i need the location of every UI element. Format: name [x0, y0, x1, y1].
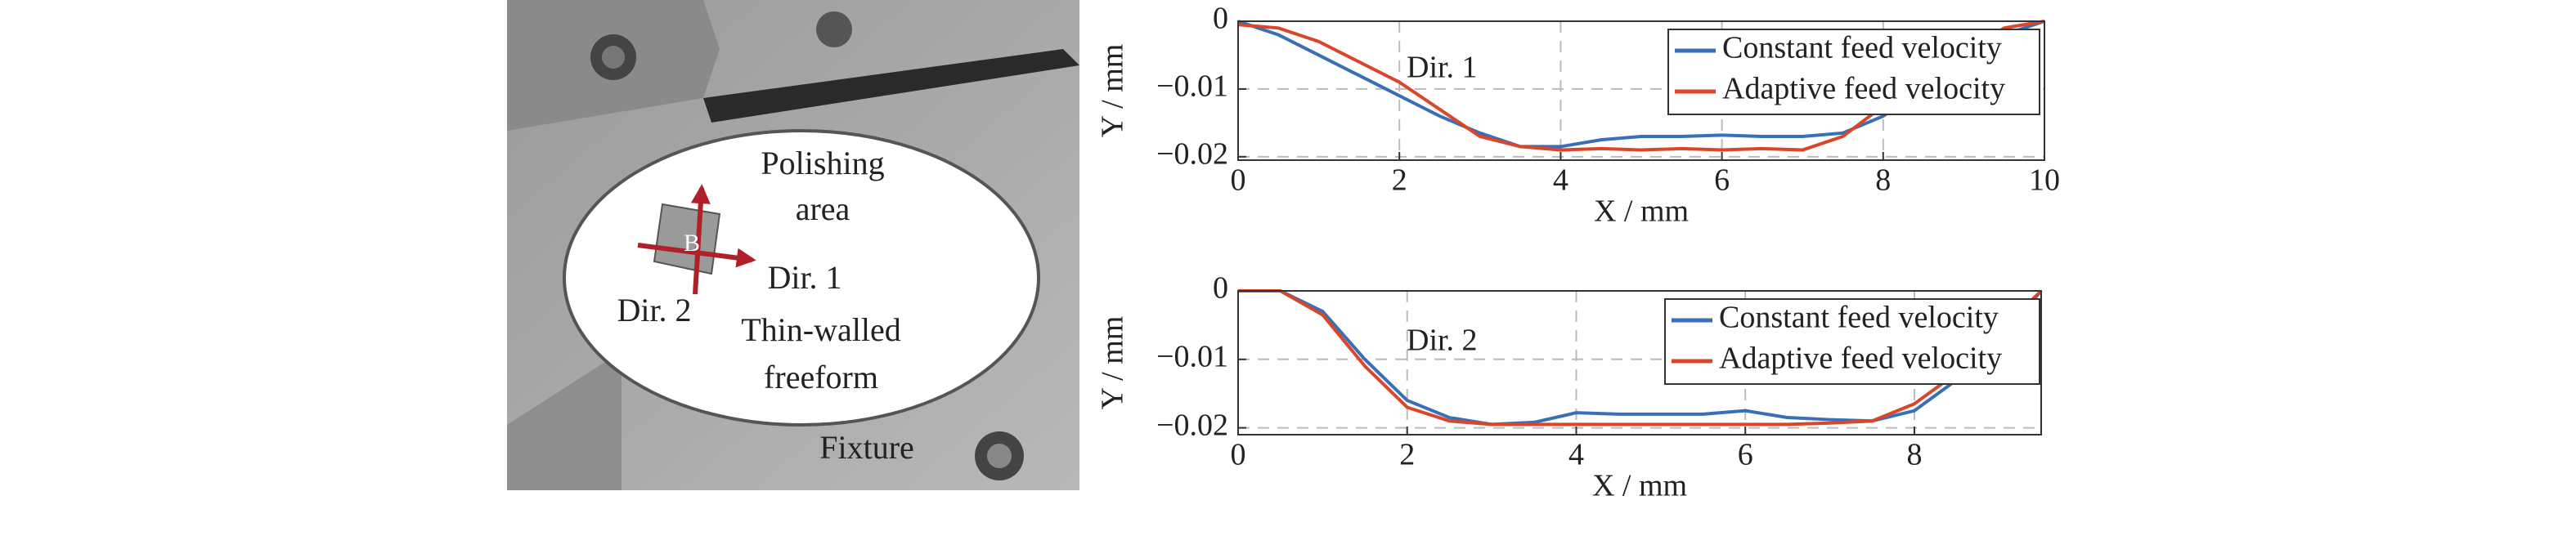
ill-label: area: [796, 190, 850, 227]
bolt: [602, 46, 625, 69]
x-tick-label: 10: [2029, 163, 2060, 198]
x-tick-label: 6: [1738, 438, 1753, 472]
legend-label: Adaptive feed velocity: [1722, 72, 2005, 106]
plot-frame: [1237, 290, 2042, 436]
x-tick-label: 4: [1568, 438, 1584, 472]
chart: −0.02 −0.01 0 0 2 4 6 8 10 X / mm Y / mm Dir. 1 Cons…: [1096, 2, 2060, 229]
annotation: Dir. 1: [1407, 51, 1478, 85]
x-tick-label: 2: [1392, 163, 1407, 198]
bolt: [987, 444, 1012, 468]
legend-box: [1664, 298, 2040, 385]
plot-frame: [1237, 20, 2045, 161]
x-tick-label: 0: [1231, 438, 1246, 472]
x-tick-label: 6: [1714, 163, 1730, 198]
ill-label: Thin-walled: [741, 311, 901, 348]
illustration: Polishing area Dir. 1 Dir. 2 Thin-walled…: [507, 0, 1079, 490]
series-line: [1238, 289, 2043, 427]
ill-label: freeform: [764, 359, 878, 395]
annotation: Dir. 2: [1407, 324, 1478, 358]
legend-label: Constant feed velocity: [1719, 301, 1999, 335]
x-tick-label: 4: [1553, 163, 1568, 198]
x-tick-label: 0: [1231, 163, 1246, 198]
y-tick-label: −0.02: [1156, 137, 1228, 172]
x-tick-label: 2: [1399, 438, 1415, 472]
ill-label: Dir. 2: [617, 292, 691, 328]
legend-label: Constant feed velocity: [1722, 31, 2002, 65]
ill-label: Dir. 1: [767, 259, 841, 296]
y-tick-label: −0.01: [1156, 340, 1228, 374]
slot-shadow: [703, 49, 1079, 123]
y-tick-label: 0: [1213, 2, 1228, 36]
legend-box: [1667, 29, 2040, 115]
dir2-arrow: [690, 184, 711, 295]
y-tick-label: −0.01: [1156, 69, 1228, 104]
y-axis-label: Y / mm: [1096, 316, 1130, 410]
legend-label: Adaptive feed velocity: [1719, 342, 2002, 376]
x-tick-label: 8: [1906, 438, 1922, 472]
bolt: [816, 11, 852, 47]
polishing-hole: [563, 129, 1040, 427]
series-line: [1238, 289, 2043, 427]
y-tick-label: −0.02: [1156, 408, 1228, 442]
ill-label: B: [684, 230, 700, 257]
x-tick-label: 8: [1875, 163, 1891, 198]
dir1-arrow: [637, 243, 756, 268]
x-axis-label: X / mm: [1594, 194, 1689, 229]
plate-step: [507, 351, 622, 490]
ill-label: Fixture: [819, 429, 914, 466]
y-tick-label: 0: [1213, 271, 1228, 306]
chart: −0.02 −0.01 0 0 2 4 6 8 X / mm Y / mm Dir. 2 Consta…: [1096, 271, 2043, 503]
x-axis-label: X / mm: [1592, 469, 1687, 503]
ill-label: Polishing: [761, 145, 884, 181]
y-axis-label: Y / mm: [1096, 44, 1130, 138]
